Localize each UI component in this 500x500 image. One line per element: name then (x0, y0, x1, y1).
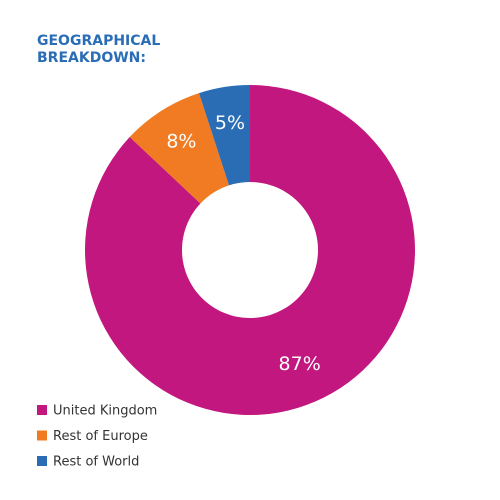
chart-title: GEOGRAPHICAL BREAKDOWN: (37, 33, 161, 66)
legend-label: Rest of Europe (53, 429, 148, 444)
legend-label: United Kingdom (53, 404, 157, 419)
donut-slice (84, 85, 415, 415)
data-label: 87% (279, 353, 321, 375)
legend-swatch (37, 456, 47, 466)
legend-label: Rest of World (53, 455, 139, 470)
legend-swatch (37, 405, 47, 415)
data-label: 8% (166, 130, 196, 152)
donut-slice (199, 85, 250, 186)
donut-slice (129, 93, 229, 204)
data-label: 5% (215, 112, 245, 134)
legend-swatch (37, 430, 47, 441)
